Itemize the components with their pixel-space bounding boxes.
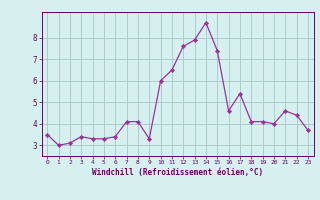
X-axis label: Windchill (Refroidissement éolien,°C): Windchill (Refroidissement éolien,°C): [92, 168, 263, 177]
